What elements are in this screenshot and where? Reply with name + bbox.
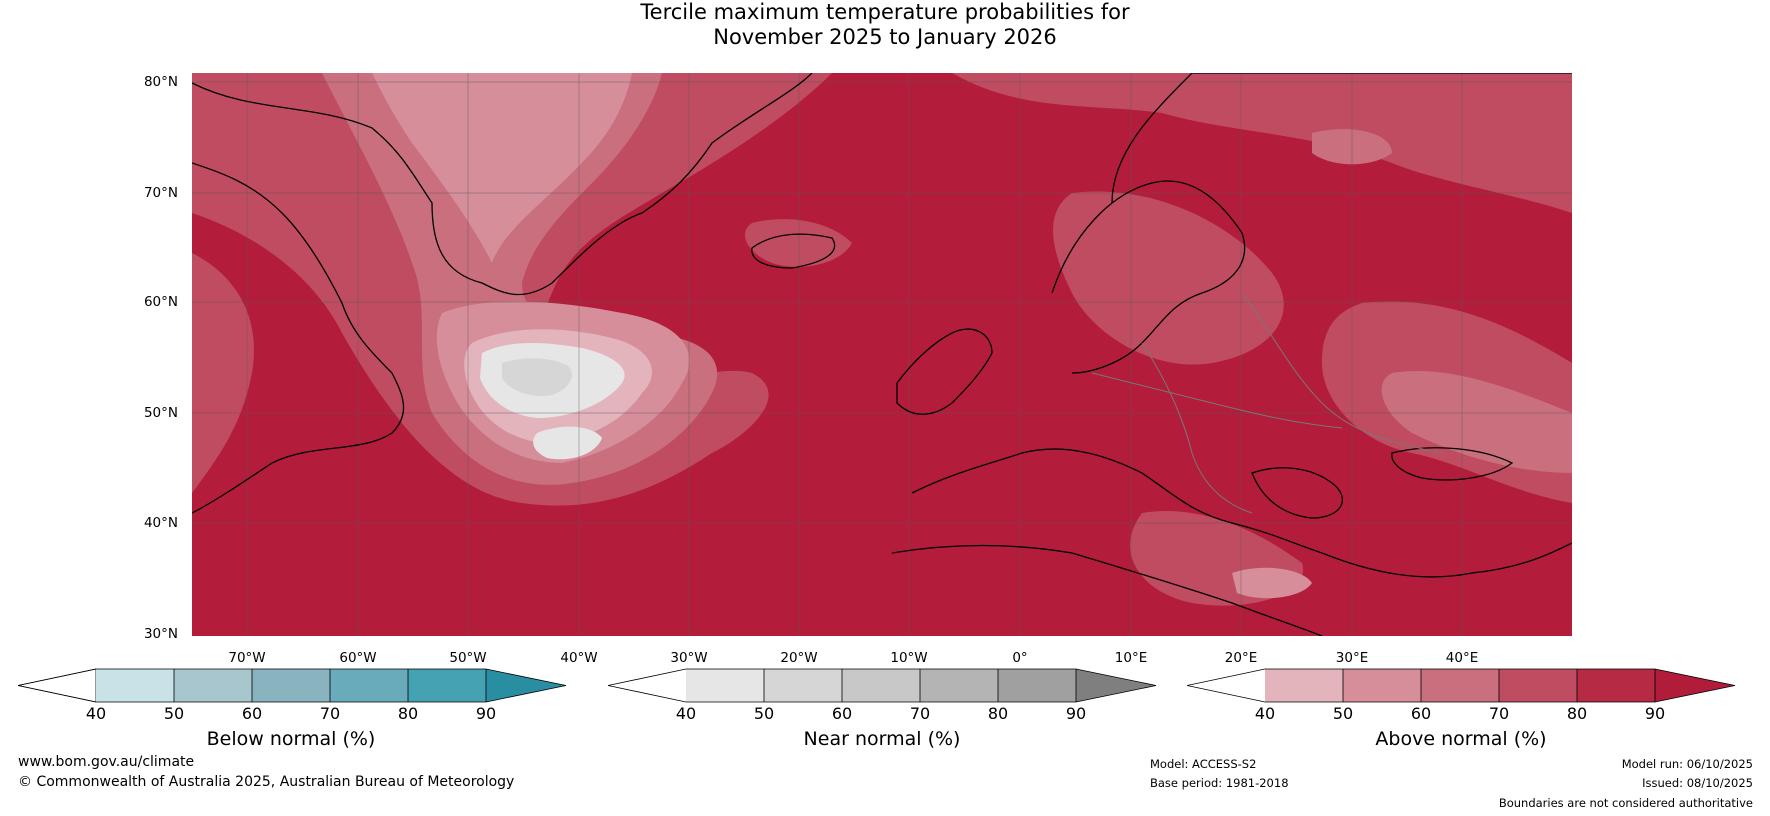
cbar2-seg-3 (1421, 669, 1499, 702)
cbar2-tick-40: 40 (1254, 704, 1276, 723)
lon-label-60w: 60°W (339, 650, 377, 666)
cbar0-seg-1 (96, 669, 174, 702)
map-canvas (192, 73, 1572, 636)
cbar0-tick-80: 80 (397, 704, 419, 723)
cbar2-tick-80: 80 (1566, 704, 1588, 723)
colorbar-near-normal-ramp (607, 668, 1157, 703)
lon-label-30e: 30°E (1335, 650, 1369, 666)
lon-label-10e: 10°E (1114, 650, 1148, 666)
cbar0-seg-6 (486, 669, 566, 702)
colorbar-above-normal: 40 50 60 70 80 90 (1186, 668, 1737, 723)
cbar1-seg-6 (1076, 669, 1156, 702)
lon-label-70w: 70°W (228, 650, 266, 666)
cbar0-tick-70: 70 (319, 704, 341, 723)
cbar0-seg-2 (174, 669, 252, 702)
lat-label-40n: 40°N (143, 515, 178, 531)
lon-label-40w: 40°W (560, 650, 598, 666)
cbar1-tick-50: 50 (753, 704, 775, 723)
cbar1-tick-40: 40 (675, 704, 697, 723)
colorbar-label-near-normal: Near normal (%) (803, 728, 961, 750)
cbar0-tick-90: 90 (475, 704, 497, 723)
colorbar-below-normal: 40 50 60 70 80 90 (17, 668, 568, 723)
title-line-1: Tercile maximum temperature probabilitie… (640, 0, 1130, 24)
base-period-text: Base period: 1981-2018 (1150, 776, 1289, 790)
cbar2-tick-70: 70 (1488, 704, 1510, 723)
cbar2-seg-2 (1343, 669, 1421, 702)
cbar1-seg-1 (686, 669, 764, 702)
cbar1-tick-90: 90 (1065, 704, 1087, 723)
cbar2-seg-1 (1265, 669, 1343, 702)
lon-label-20w: 20°W (780, 650, 818, 666)
cbar0-seg-3 (252, 669, 330, 702)
cbar2-seg-4 (1499, 669, 1577, 702)
lon-label-30w: 30°W (670, 650, 708, 666)
lat-label-80n: 80°N (143, 74, 178, 90)
colorbar-near-normal: 40 50 60 70 80 90 (607, 668, 1158, 723)
cbar1-tick-70: 70 (909, 704, 931, 723)
model-run-text: Model run: 06/10/2025 (1621, 757, 1753, 771)
cbar2-tick-60: 60 (1410, 704, 1432, 723)
cbar1-tick-60: 60 (831, 704, 853, 723)
model-text: Model: ACCESS-S2 (1150, 757, 1257, 771)
issued-text: Issued: 08/10/2025 (1642, 776, 1753, 790)
lat-label-60n: 60°N (143, 294, 178, 310)
lon-label-20e: 20°E (1224, 650, 1258, 666)
cbar1-seg-5 (998, 669, 1076, 702)
colorbar-label-above-normal: Above normal (%) (1375, 728, 1547, 750)
lon-label-10w: 10°W (890, 650, 928, 666)
cbar0-tick-50: 50 (163, 704, 185, 723)
colorbar-label-below-normal: Below normal (%) (206, 728, 376, 750)
cbar2-seg-0 (1187, 669, 1265, 702)
lat-label-50n: 50°N (143, 405, 178, 421)
cbar2-tick-50: 50 (1332, 704, 1354, 723)
lon-label-40e: 40°E (1445, 650, 1479, 666)
lat-label-70n: 70°N (143, 185, 178, 201)
probability-map (192, 73, 1572, 636)
cbar2-seg-6 (1655, 669, 1735, 702)
cbar2-tick-90: 90 (1644, 704, 1666, 723)
copyright-text: © Commonwealth of Australia 2025, Austra… (18, 774, 515, 790)
lon-label-50w: 50°W (449, 650, 487, 666)
cbar0-seg-4 (330, 669, 408, 702)
cbar1-seg-3 (842, 669, 920, 702)
lat-label-30n: 30°N (143, 626, 178, 642)
cbar1-seg-2 (764, 669, 842, 702)
cbar0-tick-60: 60 (241, 704, 263, 723)
cbar0-tick-40: 40 (85, 704, 107, 723)
cbar2-seg-5 (1577, 669, 1655, 702)
cbar1-seg-0 (608, 669, 686, 702)
cbar0-seg-0 (17, 668, 97, 703)
cbar0-seg-5 (408, 669, 486, 702)
website-link[interactable]: www.bom.gov.au/climate (18, 754, 195, 770)
cbar1-tick-80: 80 (987, 704, 1009, 723)
lon-label-0: 0° (1012, 650, 1028, 666)
map-title: Tercile maximum temperature probabilitie… (0, 0, 1770, 50)
cbar1-seg-4 (920, 669, 998, 702)
colorbar-above-normal-ramp (1186, 668, 1736, 703)
colorbar-below-normal-ramp (17, 668, 567, 703)
disclaimer-text: Boundaries are not considered authoritat… (1498, 796, 1753, 810)
title-line-2: November 2025 to January 2026 (713, 25, 1057, 49)
